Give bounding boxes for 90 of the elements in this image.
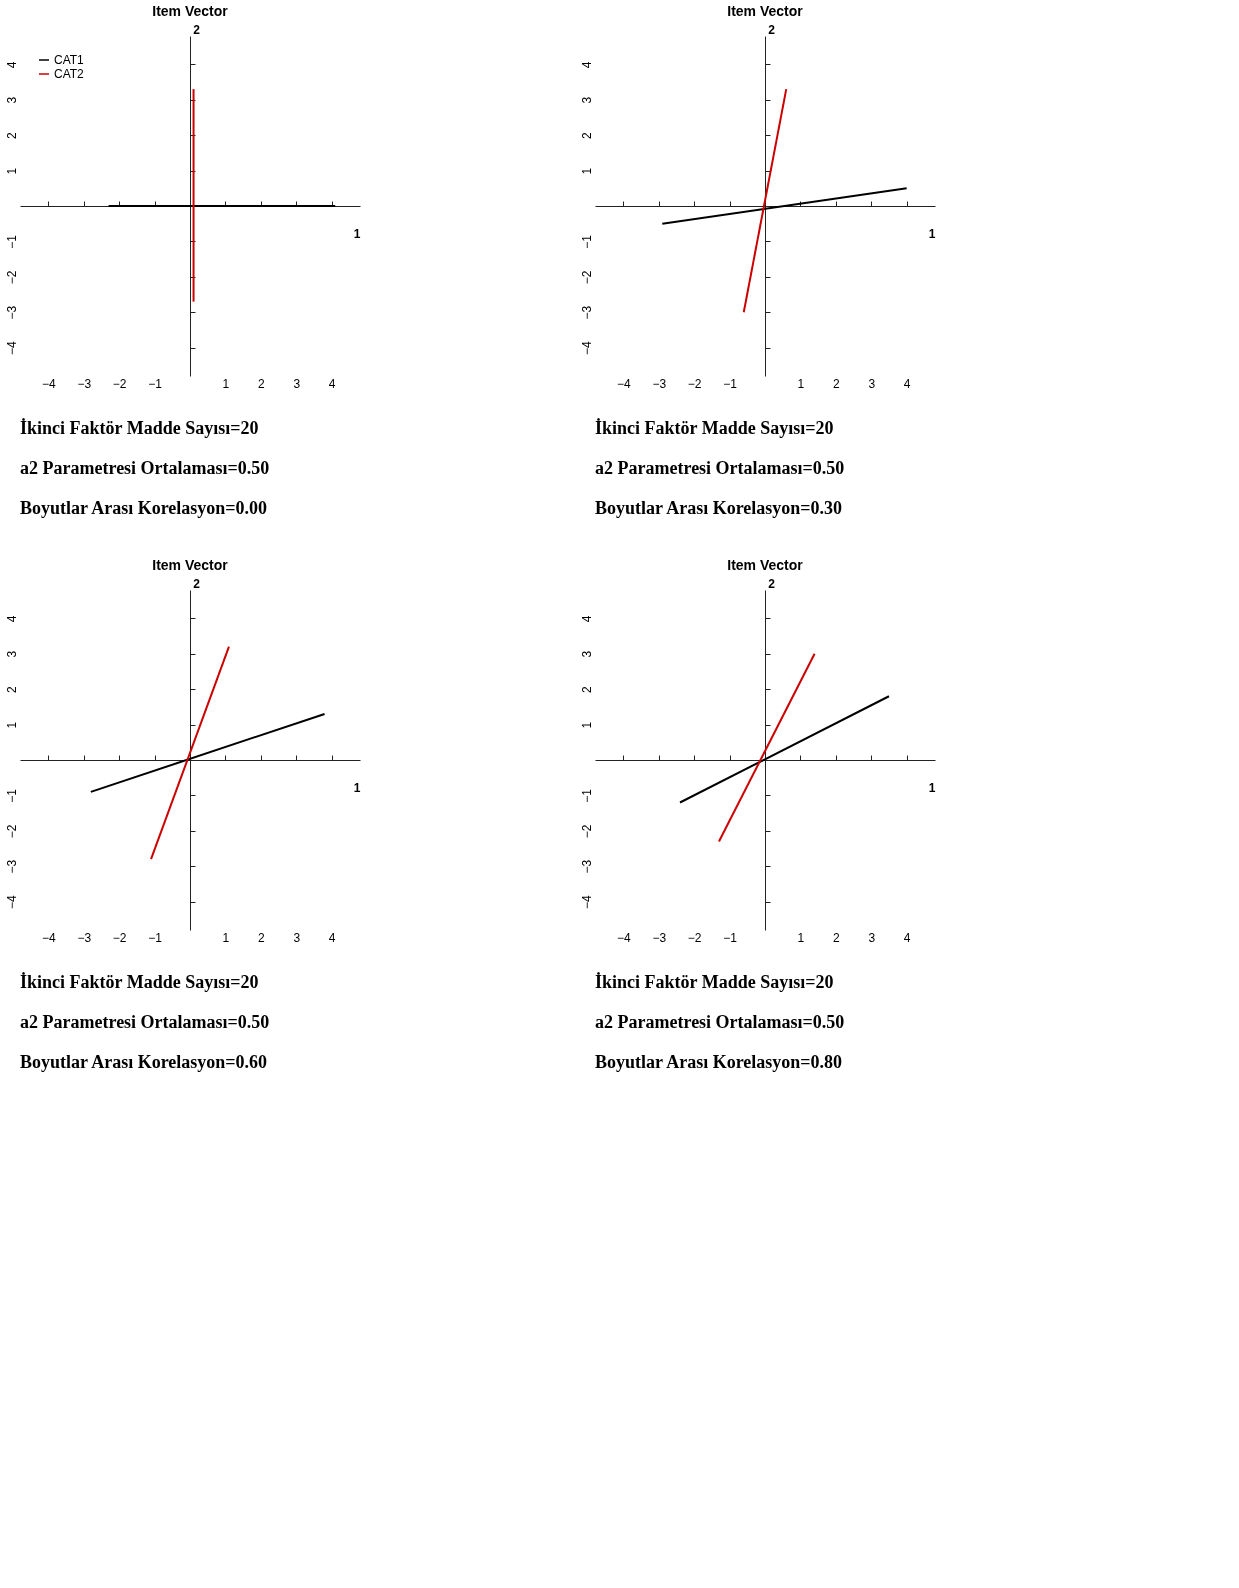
text: a2 Parametresi Ortalaması=0.50 (595, 1012, 845, 1032)
y-tick-label: 3 (4, 96, 19, 104)
y-tick-label: −2 (4, 270, 19, 285)
y-tick-label: 3 (579, 96, 594, 104)
y-tick-label: −4 (4, 341, 19, 356)
x-tick-label: 1 (222, 376, 230, 391)
x-tick-label: 3 (868, 930, 876, 945)
text: İkinci Faktör Madde Sayısı=20 (20, 972, 259, 992)
y-axis-title: 2 (768, 22, 776, 37)
x-tick-label: −4 (616, 930, 631, 945)
y-axis-title: 2 (768, 576, 776, 591)
y-tick-label: −3 (579, 859, 594, 874)
chart-title: Item Vector (727, 3, 804, 19)
x-axis-title: 1 (928, 227, 936, 241)
x-tick-label: 3 (293, 930, 301, 945)
x-tick-label: 2 (832, 376, 840, 391)
x-axis-title: 1 (353, 781, 361, 795)
x-axis-title: 1 (928, 781, 936, 795)
text: İkinci Faktör Madde Sayısı=20 (595, 972, 834, 992)
x-tick-label: −3 (77, 930, 92, 945)
x-tick-label: −2 (687, 930, 702, 945)
x-tick-label: 2 (257, 376, 265, 391)
y-tick-label: −1 (579, 788, 594, 803)
x-tick-label: −2 (112, 930, 127, 945)
text: Boyutlar Arası Korelasyon=0.80 (595, 1052, 843, 1072)
x-tick-label: −4 (41, 930, 56, 945)
x-tick-label: −1 (723, 930, 738, 945)
text: a2 Parametresi Ortalaması=0.50 (20, 1012, 270, 1032)
y-tick-label: −2 (4, 824, 19, 839)
text: Boyutlar Arası Korelasyon=0.30 (595, 498, 843, 518)
x-tick-label: 4 (328, 376, 336, 391)
chart-title: Item Vector (727, 557, 804, 573)
y-tick-label: 1 (579, 721, 594, 729)
x-axis-title: 1 (353, 227, 361, 241)
chart-title: Item Vector (152, 557, 229, 573)
x-tick-label: −1 (723, 376, 738, 391)
y-tick-label: 4 (579, 61, 594, 69)
y-tick-label: −1 (579, 234, 594, 249)
y-tick-label: 2 (579, 132, 594, 140)
x-tick-label: 2 (832, 930, 840, 945)
x-tick-label: 1 (797, 376, 805, 391)
y-axis-title: 2 (193, 22, 201, 37)
text: İkinci Faktör Madde Sayısı=20 (595, 418, 834, 438)
x-tick-label: −2 (112, 376, 127, 391)
text: Boyutlar Arası Korelasyon=0.00 (20, 498, 268, 518)
y-tick-label: 2 (4, 132, 19, 140)
x-tick-label: −3 (77, 376, 92, 391)
y-tick-label: 4 (4, 615, 19, 623)
y-tick-label: 1 (4, 721, 19, 729)
y-tick-label: −1 (4, 234, 19, 249)
x-tick-label: −4 (41, 376, 56, 391)
y-tick-label: −4 (4, 895, 19, 910)
y-tick-label: −3 (579, 305, 594, 320)
y-tick-label: −2 (579, 270, 594, 285)
y-tick-label: −3 (4, 859, 19, 874)
y-tick-label: −4 (579, 895, 594, 910)
legend-label: CAT2 (54, 67, 85, 81)
x-tick-label: −3 (652, 930, 667, 945)
x-tick-label: −3 (652, 376, 667, 391)
x-tick-label: 3 (293, 376, 301, 391)
x-tick-label: −1 (148, 376, 163, 391)
x-tick-label: 1 (797, 930, 805, 945)
text: a2 Parametresi Ortalaması=0.50 (20, 458, 270, 478)
x-tick-label: −4 (616, 376, 631, 391)
y-tick-label: 2 (579, 686, 594, 694)
text: a2 Parametresi Ortalaması=0.50 (595, 458, 845, 478)
x-tick-label: 3 (868, 376, 876, 391)
x-tick-label: 4 (328, 930, 336, 945)
x-tick-label: 4 (903, 930, 911, 945)
x-tick-label: 1 (222, 930, 230, 945)
y-tick-label: −2 (579, 824, 594, 839)
legend-label: CAT1 (54, 53, 85, 67)
text: İkinci Faktör Madde Sayısı=20 (20, 418, 259, 438)
y-tick-label: −4 (579, 341, 594, 356)
x-tick-label: −2 (687, 376, 702, 391)
text: Boyutlar Arası Korelasyon=0.60 (20, 1052, 268, 1072)
y-axis-title: 2 (193, 576, 201, 591)
y-tick-label: −3 (4, 305, 19, 320)
y-tick-label: 4 (4, 61, 19, 69)
y-tick-label: 4 (579, 615, 594, 623)
x-tick-label: 2 (257, 930, 265, 945)
y-tick-label: 1 (579, 167, 594, 175)
x-tick-label: 4 (903, 376, 911, 391)
y-tick-label: 2 (4, 686, 19, 694)
y-tick-label: 3 (4, 650, 19, 658)
x-tick-label: −1 (148, 930, 163, 945)
chart-title: Item Vector (152, 3, 229, 19)
y-tick-label: 1 (4, 167, 19, 175)
y-tick-label: −1 (4, 788, 19, 803)
y-tick-label: 3 (579, 650, 594, 658)
